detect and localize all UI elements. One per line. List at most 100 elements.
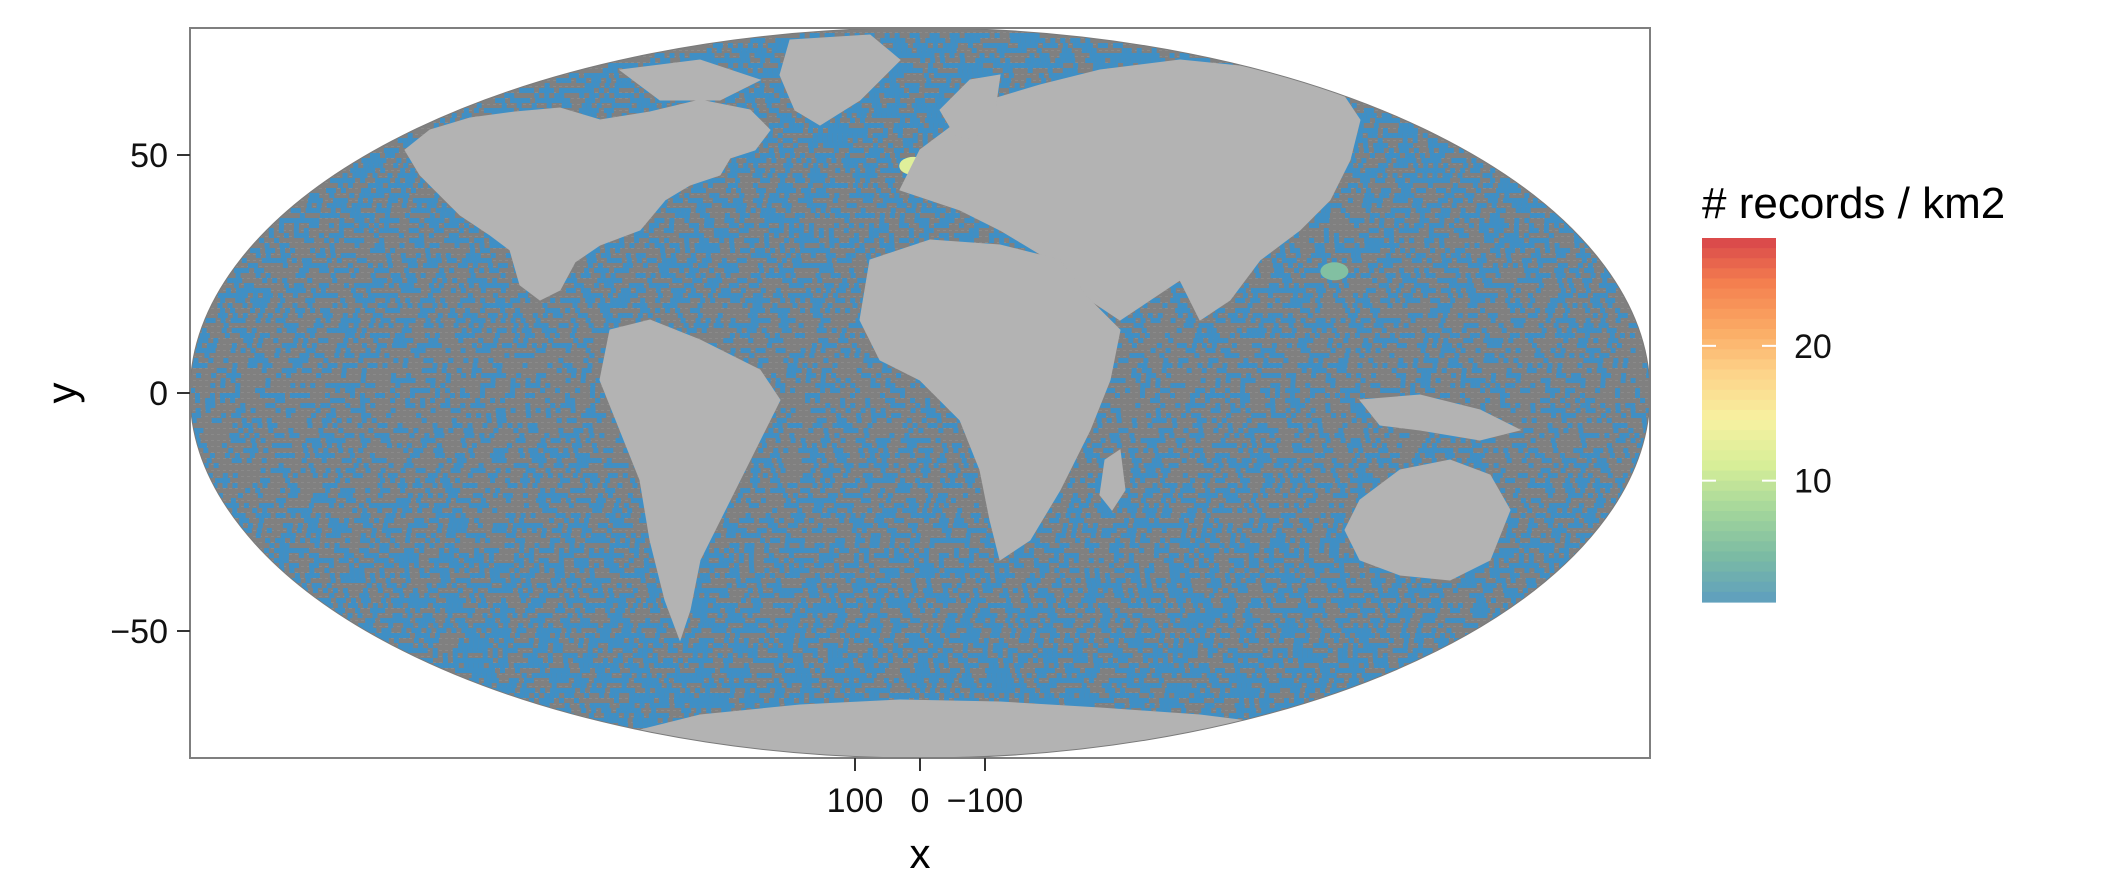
record-cell — [873, 143, 879, 148]
record-cell — [1425, 168, 1431, 173]
record-cell — [1020, 38, 1026, 43]
record-cell — [718, 228, 724, 233]
record-cell — [1280, 248, 1286, 253]
record-cell — [281, 258, 287, 263]
record-cell — [388, 148, 394, 153]
record-cell — [1394, 193, 1400, 198]
record-cell — [1511, 203, 1517, 208]
record-cell — [634, 88, 639, 93]
record-cell — [1439, 238, 1445, 243]
record-cell — [341, 203, 347, 208]
record-cell — [1554, 218, 1560, 223]
record-cell — [694, 223, 699, 228]
record-cell — [1429, 223, 1434, 228]
record-cell — [753, 148, 759, 153]
record-cell — [751, 48, 757, 53]
record-cell — [1325, 208, 1331, 213]
record-cell — [856, 158, 862, 163]
record-cell — [497, 263, 503, 268]
record-cell — [1460, 168, 1466, 173]
record-cell — [898, 73, 904, 78]
record-cell — [1439, 213, 1445, 218]
record-cell — [737, 198, 743, 203]
record-cell — [1195, 58, 1201, 63]
record-cell — [883, 228, 889, 233]
record-cell — [881, 78, 887, 83]
record-cell — [1500, 208, 1506, 213]
record-cell — [549, 88, 554, 93]
record-cell — [927, 68, 933, 73]
record-cell — [1309, 223, 1314, 228]
record-cell — [1502, 183, 1508, 188]
record-cell — [1369, 243, 1375, 248]
record-cell — [696, 188, 701, 193]
record-cell — [403, 143, 409, 148]
record-cell — [359, 193, 365, 198]
record-cell — [888, 143, 894, 148]
record-cell — [590, 253, 596, 258]
record-cell — [584, 83, 590, 88]
record-cell — [919, 218, 925, 223]
record-cell — [715, 178, 721, 183]
record-cell — [432, 198, 438, 203]
record-cell — [1373, 143, 1379, 148]
record-cell — [769, 53, 775, 58]
record-cell — [271, 258, 277, 263]
record-cell — [605, 98, 611, 103]
record-cell — [1008, 73, 1014, 78]
record-cell — [827, 183, 833, 188]
record-cell — [651, 258, 657, 263]
record-cell — [782, 173, 788, 178]
record-cell — [1006, 78, 1012, 83]
record-cell — [699, 53, 705, 58]
record-cell — [765, 208, 771, 213]
record-cell — [806, 158, 812, 163]
record-cell — [1108, 63, 1114, 68]
record-cell — [750, 38, 756, 43]
record-cell — [781, 188, 786, 193]
record-cell — [306, 258, 312, 263]
record-cell — [737, 43, 743, 48]
record-cell — [979, 53, 985, 58]
record-cell — [1402, 183, 1408, 188]
record-cell — [815, 168, 821, 173]
record-cell — [856, 113, 862, 118]
record-cell — [387, 198, 393, 203]
record-cell — [1425, 208, 1431, 213]
record-cell — [1431, 203, 1437, 208]
record-cell — [280, 253, 286, 258]
record-cell — [314, 223, 319, 228]
record-cell — [745, 98, 751, 103]
record-cell — [1060, 38, 1066, 43]
record-cell — [471, 258, 477, 263]
record-cell — [381, 158, 387, 163]
record-cell — [626, 103, 632, 108]
record-cell — [833, 128, 838, 133]
record-cell — [722, 198, 728, 203]
record-cell — [1415, 208, 1421, 213]
record-cell — [1373, 128, 1378, 133]
record-cell — [715, 248, 721, 253]
record-cell — [891, 78, 897, 83]
record-cell — [473, 108, 479, 113]
record-cell — [759, 88, 764, 93]
record-cell — [666, 258, 672, 263]
record-cell — [410, 178, 416, 183]
record-cell — [588, 73, 594, 78]
record-cell — [869, 33, 875, 38]
record-cell — [376, 158, 382, 163]
record-cell — [769, 193, 775, 198]
record-cell — [1433, 163, 1439, 168]
record-cell — [934, 33, 940, 38]
record-cell — [1361, 203, 1367, 208]
record-cell — [854, 213, 860, 218]
record-cell — [535, 98, 541, 103]
record-cell — [932, 68, 938, 73]
record-cell — [786, 113, 792, 118]
record-cell — [309, 193, 315, 198]
record-cell — [669, 218, 675, 223]
record-cell — [435, 208, 441, 213]
record-cell — [361, 258, 367, 263]
record-cell — [743, 163, 749, 168]
record-cell — [350, 178, 356, 183]
